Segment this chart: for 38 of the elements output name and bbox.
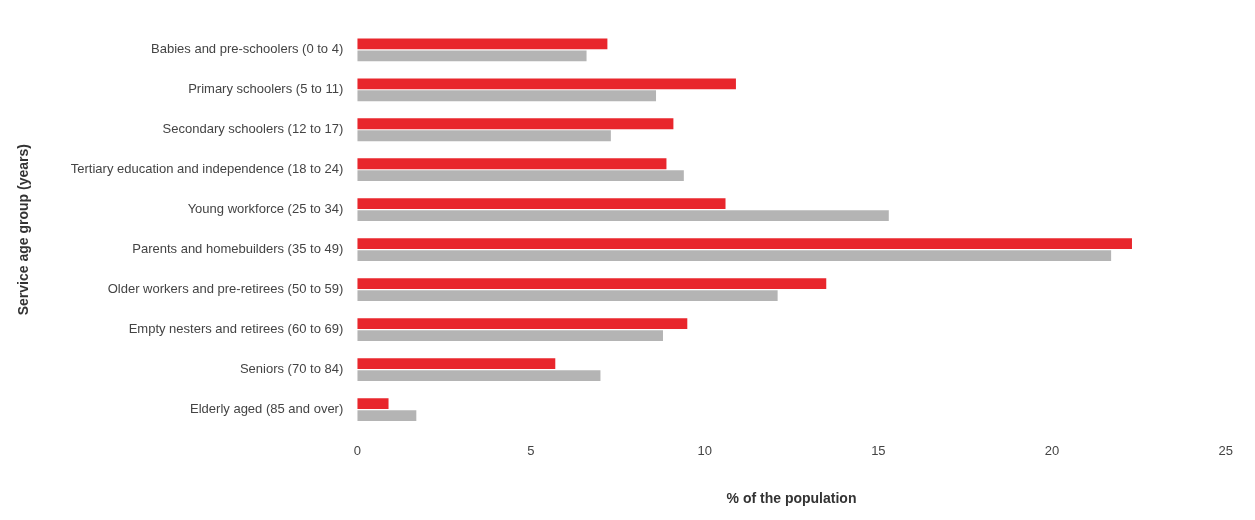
bar — [357, 398, 389, 410]
x-axis-title: % of the population — [726, 490, 857, 507]
bar — [357, 130, 611, 142]
x-tick-label: 5 — [527, 442, 535, 458]
y-tick-label: Young workforce (25 to 34) — [187, 201, 344, 217]
x-tick-label: 20 — [1044, 442, 1060, 458]
x-tick-label: 15 — [871, 442, 886, 458]
y-tick-label: Older workers and pre-retirees (50 to 59) — [107, 281, 344, 297]
bar — [357, 118, 674, 130]
bar — [357, 358, 556, 370]
y-tick-label: Elderly aged (85 and over) — [190, 401, 344, 417]
bar — [357, 90, 657, 102]
bar — [357, 318, 688, 330]
bar — [357, 250, 1112, 262]
bar — [357, 278, 827, 290]
y-tick-label: Secondary schoolers (12 to 17) — [162, 121, 344, 137]
y-tick-label: Empty nesters and retirees (60 to 69) — [128, 321, 344, 337]
y-tick-label: Seniors (70 to 84) — [239, 361, 344, 377]
bar — [357, 238, 1132, 250]
bar — [357, 78, 736, 90]
bar — [357, 370, 601, 382]
y-axis-title: Service age group (years) — [15, 144, 32, 316]
x-tick-label: 25 — [1218, 442, 1233, 458]
bar — [357, 50, 587, 62]
y-tick-label: Babies and pre-schoolers (0 to 4) — [151, 41, 344, 57]
bar — [357, 170, 684, 182]
bar — [357, 330, 663, 342]
bar — [357, 210, 889, 222]
y-tick-label: Primary schoolers (5 to 11) — [188, 81, 344, 97]
y-tick-label: Tertiary education and independence (18 to 24) — [70, 161, 344, 177]
bar — [357, 158, 667, 170]
x-tick-label: 10 — [697, 442, 712, 458]
x-tick-label: 0 — [353, 442, 361, 458]
bar — [357, 38, 608, 50]
y-tick-label: Parents and homebuilders (35 to 49) — [132, 241, 344, 257]
bar — [357, 198, 726, 210]
bar — [357, 290, 778, 302]
bar — [357, 410, 417, 421]
